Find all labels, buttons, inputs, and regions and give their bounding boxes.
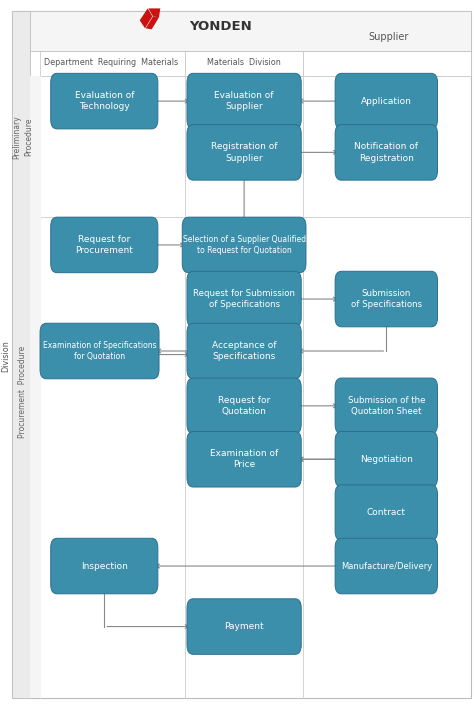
FancyBboxPatch shape <box>40 323 159 379</box>
Text: Materials  Division: Materials Division <box>207 58 281 67</box>
Text: Division: Division <box>2 340 10 372</box>
FancyBboxPatch shape <box>187 125 301 180</box>
FancyBboxPatch shape <box>182 217 306 273</box>
FancyBboxPatch shape <box>30 11 471 51</box>
FancyBboxPatch shape <box>187 431 301 487</box>
Text: Request for Submission
of Specifications: Request for Submission of Specifications <box>193 289 295 309</box>
Text: Examination of Specifications
for Quotation: Examination of Specifications for Quotat… <box>43 341 156 361</box>
Text: Preliminary
Procedure: Preliminary Procedure <box>12 115 33 159</box>
Text: Request for
Procurement: Request for Procurement <box>75 235 133 255</box>
FancyBboxPatch shape <box>187 599 301 654</box>
FancyBboxPatch shape <box>335 431 438 487</box>
Text: YONDEN: YONDEN <box>190 20 252 33</box>
Text: Evaluation of
Technology: Evaluation of Technology <box>74 91 134 111</box>
Text: Submission
of Specifications: Submission of Specifications <box>351 289 422 309</box>
FancyBboxPatch shape <box>335 378 438 434</box>
Text: Inspection: Inspection <box>81 562 128 570</box>
FancyBboxPatch shape <box>30 217 41 698</box>
FancyBboxPatch shape <box>187 271 301 327</box>
FancyBboxPatch shape <box>30 76 41 217</box>
Text: Acceptance of
Specifications: Acceptance of Specifications <box>212 341 276 361</box>
FancyBboxPatch shape <box>12 11 30 698</box>
FancyBboxPatch shape <box>335 271 438 327</box>
Text: Examination of
Price: Examination of Price <box>210 449 278 469</box>
Polygon shape <box>140 9 152 28</box>
FancyBboxPatch shape <box>187 378 301 434</box>
Text: Notification of
Registration: Notification of Registration <box>354 142 419 162</box>
FancyBboxPatch shape <box>335 125 438 180</box>
FancyBboxPatch shape <box>51 217 158 273</box>
FancyBboxPatch shape <box>51 73 158 129</box>
FancyBboxPatch shape <box>335 538 438 594</box>
Text: Department  Requiring  Materials: Department Requiring Materials <box>45 58 178 67</box>
FancyBboxPatch shape <box>12 11 471 698</box>
FancyBboxPatch shape <box>335 485 438 540</box>
Text: Request for
Quotation: Request for Quotation <box>218 396 270 416</box>
Text: Negotiation: Negotiation <box>360 455 413 464</box>
FancyBboxPatch shape <box>51 538 158 594</box>
Polygon shape <box>148 9 160 17</box>
Text: Manufacture/Delivery: Manufacture/Delivery <box>341 562 432 570</box>
Text: Registration of
Supplier: Registration of Supplier <box>211 142 277 162</box>
Text: Procurement  Procedure: Procurement Procedure <box>18 345 27 438</box>
FancyBboxPatch shape <box>335 73 438 129</box>
Polygon shape <box>146 16 159 29</box>
Text: Submission of the
Quotation Sheet: Submission of the Quotation Sheet <box>347 396 425 416</box>
Text: Payment: Payment <box>224 622 264 631</box>
FancyBboxPatch shape <box>187 323 301 379</box>
FancyBboxPatch shape <box>187 73 301 129</box>
FancyBboxPatch shape <box>30 51 471 76</box>
Text: Selection of a Supplier Qualified
to Request for Quotation: Selection of a Supplier Qualified to Req… <box>182 235 306 255</box>
Text: Application: Application <box>361 97 412 105</box>
Text: Contract: Contract <box>367 508 406 517</box>
Text: Supplier: Supplier <box>368 32 409 42</box>
Text: Evaluation of
Supplier: Evaluation of Supplier <box>214 91 274 111</box>
